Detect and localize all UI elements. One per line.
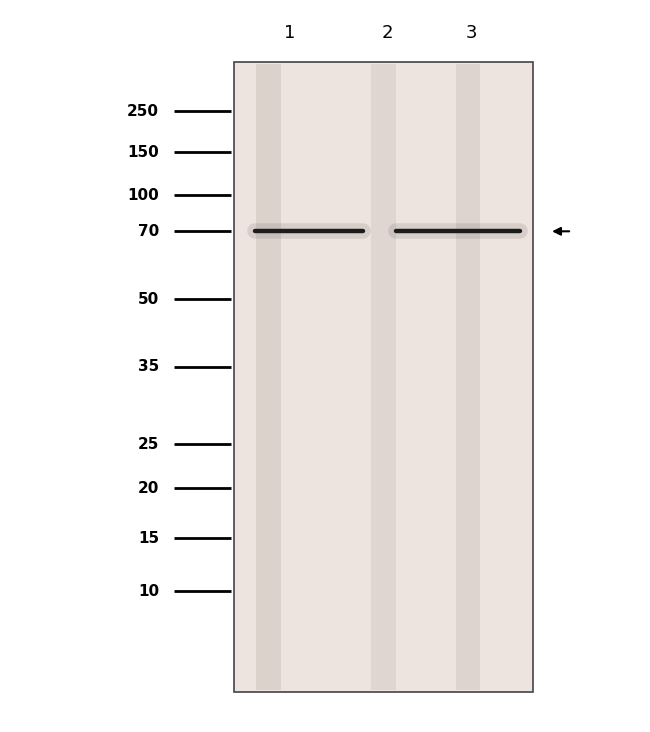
Text: 3: 3	[465, 24, 477, 42]
Text: 1: 1	[283, 24, 295, 42]
Text: 10: 10	[138, 584, 159, 599]
Text: 70: 70	[138, 224, 159, 239]
Text: 50: 50	[138, 292, 159, 307]
Text: 35: 35	[138, 359, 159, 374]
Text: 250: 250	[127, 104, 159, 119]
Bar	[256, 64, 281, 690]
Bar	[371, 64, 396, 690]
Text: 150: 150	[127, 145, 159, 160]
Text: 15: 15	[138, 531, 159, 545]
Bar	[456, 64, 480, 690]
Bar	[234, 62, 533, 692]
Text: 100: 100	[127, 188, 159, 203]
Text: 25: 25	[138, 437, 159, 452]
Text: 2: 2	[382, 24, 393, 42]
Text: 20: 20	[138, 481, 159, 496]
